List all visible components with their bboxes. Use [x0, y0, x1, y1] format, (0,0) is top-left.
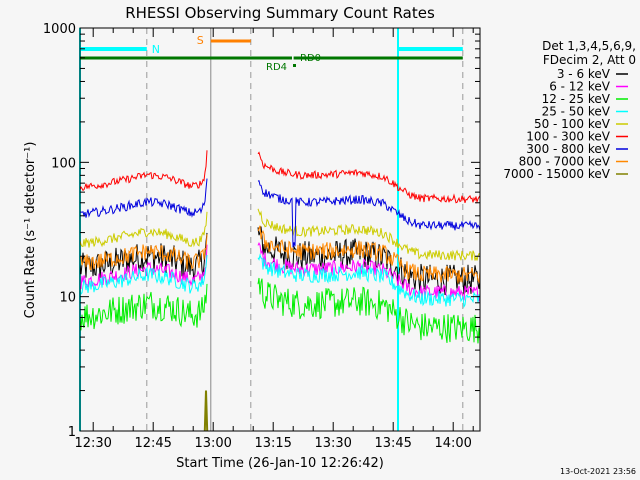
decimation-marker — [293, 64, 296, 67]
x-tick-label: 14:00 — [434, 436, 471, 451]
saa-label: S — [197, 34, 204, 47]
x-axis-label: Start Time (26-Jan-10 12:26:42) — [176, 456, 384, 471]
x-tick-label: 13:45 — [374, 436, 411, 451]
legend-label: 25 - 50 keV — [542, 105, 611, 119]
y-axis-label: Count Rate (s⁻¹ detector⁻¹) — [23, 142, 38, 319]
y-tick-label: 10 — [59, 291, 76, 306]
y-tick-label: 1 — [68, 425, 76, 440]
series-line-12-25keV — [257, 277, 481, 344]
rd0-label: RD0 — [300, 53, 321, 64]
series-line-25-50keV — [79, 254, 208, 296]
series-line-100-300keV — [79, 150, 208, 192]
y-tick-label: 1000 — [43, 22, 76, 37]
legend-header-line-2: FDecim 2, Att 0 — [543, 53, 636, 67]
x-tick-label: 12:30 — [74, 436, 111, 451]
series-line-800-7000keV — [79, 234, 208, 271]
series-line-3-6keV — [257, 226, 481, 296]
series-line-12-25keV — [79, 283, 208, 331]
rd4-label: RD4 — [266, 62, 287, 73]
legend-label: 3 - 6 keV — [557, 67, 611, 81]
series-line-800-7000keV — [257, 225, 481, 284]
series-line-25-50keV — [257, 253, 481, 309]
series-line-300-800keV — [257, 180, 481, 248]
night-label: N — [152, 43, 160, 56]
legend-label: 12 - 25 keV — [542, 92, 611, 106]
chart-title: RHESSI Observing Summary Count Rates — [125, 4, 435, 22]
legend-label: 800 - 7000 keV — [519, 155, 611, 169]
legend-label: 6 - 12 keV — [549, 80, 611, 94]
legend-label: 7000 - 15000 keV — [503, 167, 610, 181]
x-tick-label: 13:00 — [194, 436, 231, 451]
series-line-100-300keV — [257, 151, 481, 204]
legend-label: 100 - 300 keV — [526, 130, 610, 144]
x-tick-label: 13:15 — [254, 436, 291, 451]
legend-label: 300 - 800 keV — [526, 142, 610, 156]
series-line-6-12keV — [257, 242, 481, 302]
legend-header-line-1: Det 1,3,4,5,6,9, — [542, 39, 636, 53]
plot-frame — [79, 27, 481, 432]
timestamp: 13-Oct-2021 23:56 — [560, 467, 636, 476]
series-line-50-100keV — [79, 211, 208, 248]
x-tick-label: 12:45 — [134, 436, 171, 451]
legend-label: 50 - 100 keV — [534, 117, 611, 131]
series-line-7000-15000keV — [203, 390, 209, 432]
series-line-6-12keV — [79, 244, 208, 290]
x-tick-label: 13:30 — [314, 436, 351, 451]
series-line-300-800keV — [79, 178, 208, 218]
y-tick-label: 100 — [51, 156, 76, 171]
